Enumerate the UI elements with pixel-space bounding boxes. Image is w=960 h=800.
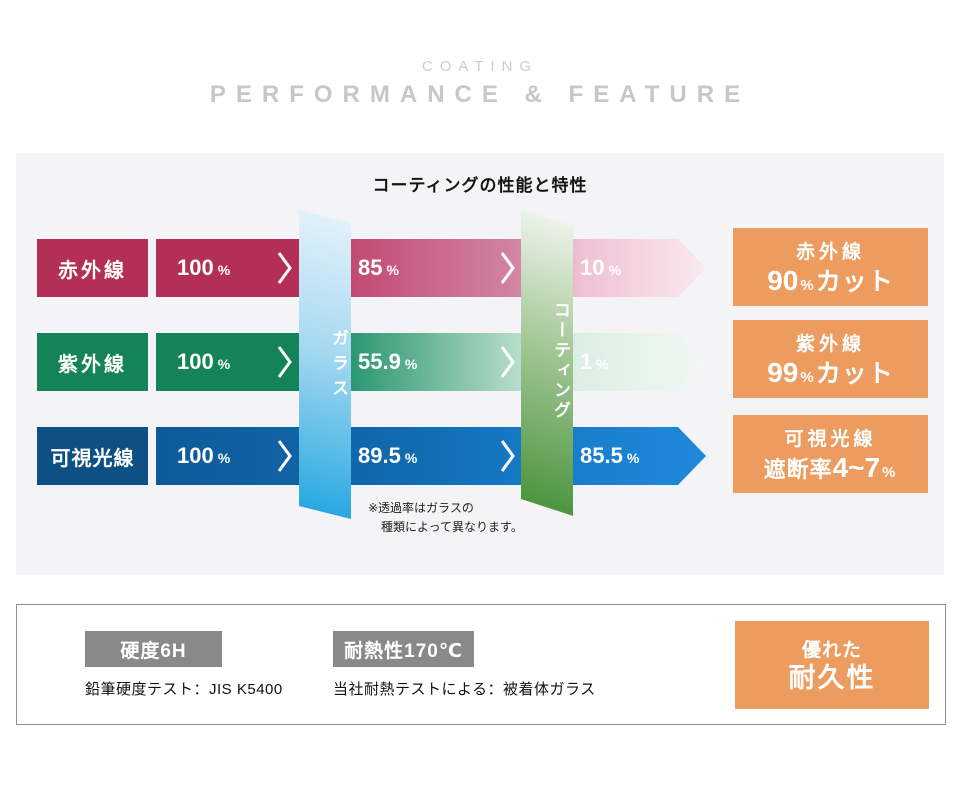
percent-sign: %	[608, 262, 621, 278]
percent-sign: %	[800, 368, 814, 386]
hardness-badge: 硬度6H	[85, 631, 222, 667]
value-number: 55.9	[358, 349, 401, 374]
durability-line1: 優れた	[801, 640, 862, 662]
infrared-bar	[156, 239, 706, 297]
performance-diagram-panel: コーティングの性能と特性 赤外線 100% 85% 10% 紫外線 100%	[16, 153, 944, 575]
result-value: 遮断率4~7%	[733, 452, 928, 484]
result-prefix: 遮断率	[763, 456, 833, 482]
heat-resistance-badge: 耐熱性170℃	[333, 631, 474, 667]
percent-sign: %	[882, 463, 896, 481]
result-value: 99 %カット	[733, 357, 928, 389]
value-number: 1	[580, 349, 593, 374]
result-box-ultraviolet: 紫外線 99 %カット	[733, 320, 928, 398]
heat-resistance-caption: 当社耐熱テストによる：被着体ガラス	[333, 681, 596, 698]
result-title: 可視光線	[784, 428, 877, 450]
chevron-right-icon	[277, 346, 292, 378]
percent-sign: %	[800, 276, 814, 294]
percent-sign: %	[386, 262, 399, 278]
value-number: 85	[358, 255, 383, 280]
footnote-line: ※透過率はガラスの	[368, 501, 474, 515]
result-title: 紫外線	[795, 333, 865, 355]
chevron-right-icon	[500, 440, 515, 472]
infrared-label: 赤外線	[37, 239, 148, 297]
result-title: 赤外線	[795, 241, 865, 263]
percent-sign: %	[626, 450, 640, 466]
durability-box: 優れた 耐久性	[735, 621, 929, 709]
percent-sign: %	[404, 450, 418, 466]
visible-light-label: 可視光線	[37, 427, 148, 485]
percent-sign: %	[217, 450, 231, 466]
result-box-infrared: 赤外線 90 %カット	[733, 228, 928, 306]
percent-sign: %	[217, 262, 231, 278]
result-value: 90 %カット	[733, 265, 928, 297]
glass-layer-label: ガラス	[329, 329, 348, 404]
ultraviolet-value-after-coating: 1%	[580, 333, 609, 391]
ultraviolet-label: 紫外線	[37, 333, 148, 391]
value-number: 85.5	[580, 443, 623, 468]
result-suffix: カット	[815, 267, 894, 296]
ultraviolet-bar	[156, 333, 706, 391]
durability-line2: 耐久性	[788, 663, 876, 694]
result-suffix: カット	[815, 359, 894, 388]
diagram-title: コーティングの性能と特性	[372, 176, 588, 195]
visible-light-value-after-glass: 89.5%	[358, 427, 417, 485]
chevron-right-icon	[277, 440, 292, 472]
footnote-line: 種類によって異なります。	[381, 519, 523, 534]
percent-sign: %	[404, 356, 418, 372]
value-number: 100	[177, 255, 214, 280]
infrared-value-source: 100%	[177, 239, 230, 297]
row-ultraviolet: 紫外線 100% 55.9% 1%	[16, 333, 944, 391]
page-title: PERFORMANCE & FEATURE	[209, 81, 751, 108]
header-kicker: COATING	[421, 58, 539, 75]
result-box-visible-light: 可視光線 遮断率4~7%	[733, 415, 928, 493]
row-visible-light: 可視光線 100% 89.5% 85.5%	[16, 427, 944, 485]
transmittance-footnote: ※透過率はガラスの 種類によって異なります。	[368, 499, 523, 536]
chevron-right-icon	[277, 252, 292, 284]
chevron-right-icon	[500, 252, 515, 284]
visible-light-bar	[156, 427, 706, 485]
coating-layer-label: コーティング	[551, 301, 570, 421]
percent-sign: %	[217, 356, 231, 372]
visible-light-value-source: 100%	[177, 427, 230, 485]
percent-sign: %	[596, 356, 609, 372]
infrared-value-after-coating: 10%	[580, 239, 621, 297]
ultraviolet-value-source: 100%	[177, 333, 230, 391]
result-big-number: 4~7	[832, 451, 881, 483]
infrared-value-after-glass: 85%	[358, 239, 399, 297]
value-number: 89.5	[358, 443, 401, 468]
value-number: 100	[177, 443, 214, 468]
hardness-caption: 鉛筆硬度テスト：JIS K5400	[85, 681, 283, 698]
result-big-number: 90	[767, 264, 799, 296]
row-infrared: 赤外線 100% 85% 10%	[16, 239, 944, 297]
ultraviolet-value-after-glass: 55.9%	[358, 333, 417, 391]
spec-panel: 硬度6H 鉛筆硬度テスト：JIS K5400 耐熱性170℃ 当社耐熱テストによ…	[16, 604, 946, 725]
chevron-right-icon	[500, 346, 515, 378]
visible-light-value-after-coating: 85.5%	[580, 427, 639, 485]
value-number: 100	[177, 349, 214, 374]
result-big-number: 99	[767, 356, 799, 388]
value-number: 10	[580, 255, 605, 280]
